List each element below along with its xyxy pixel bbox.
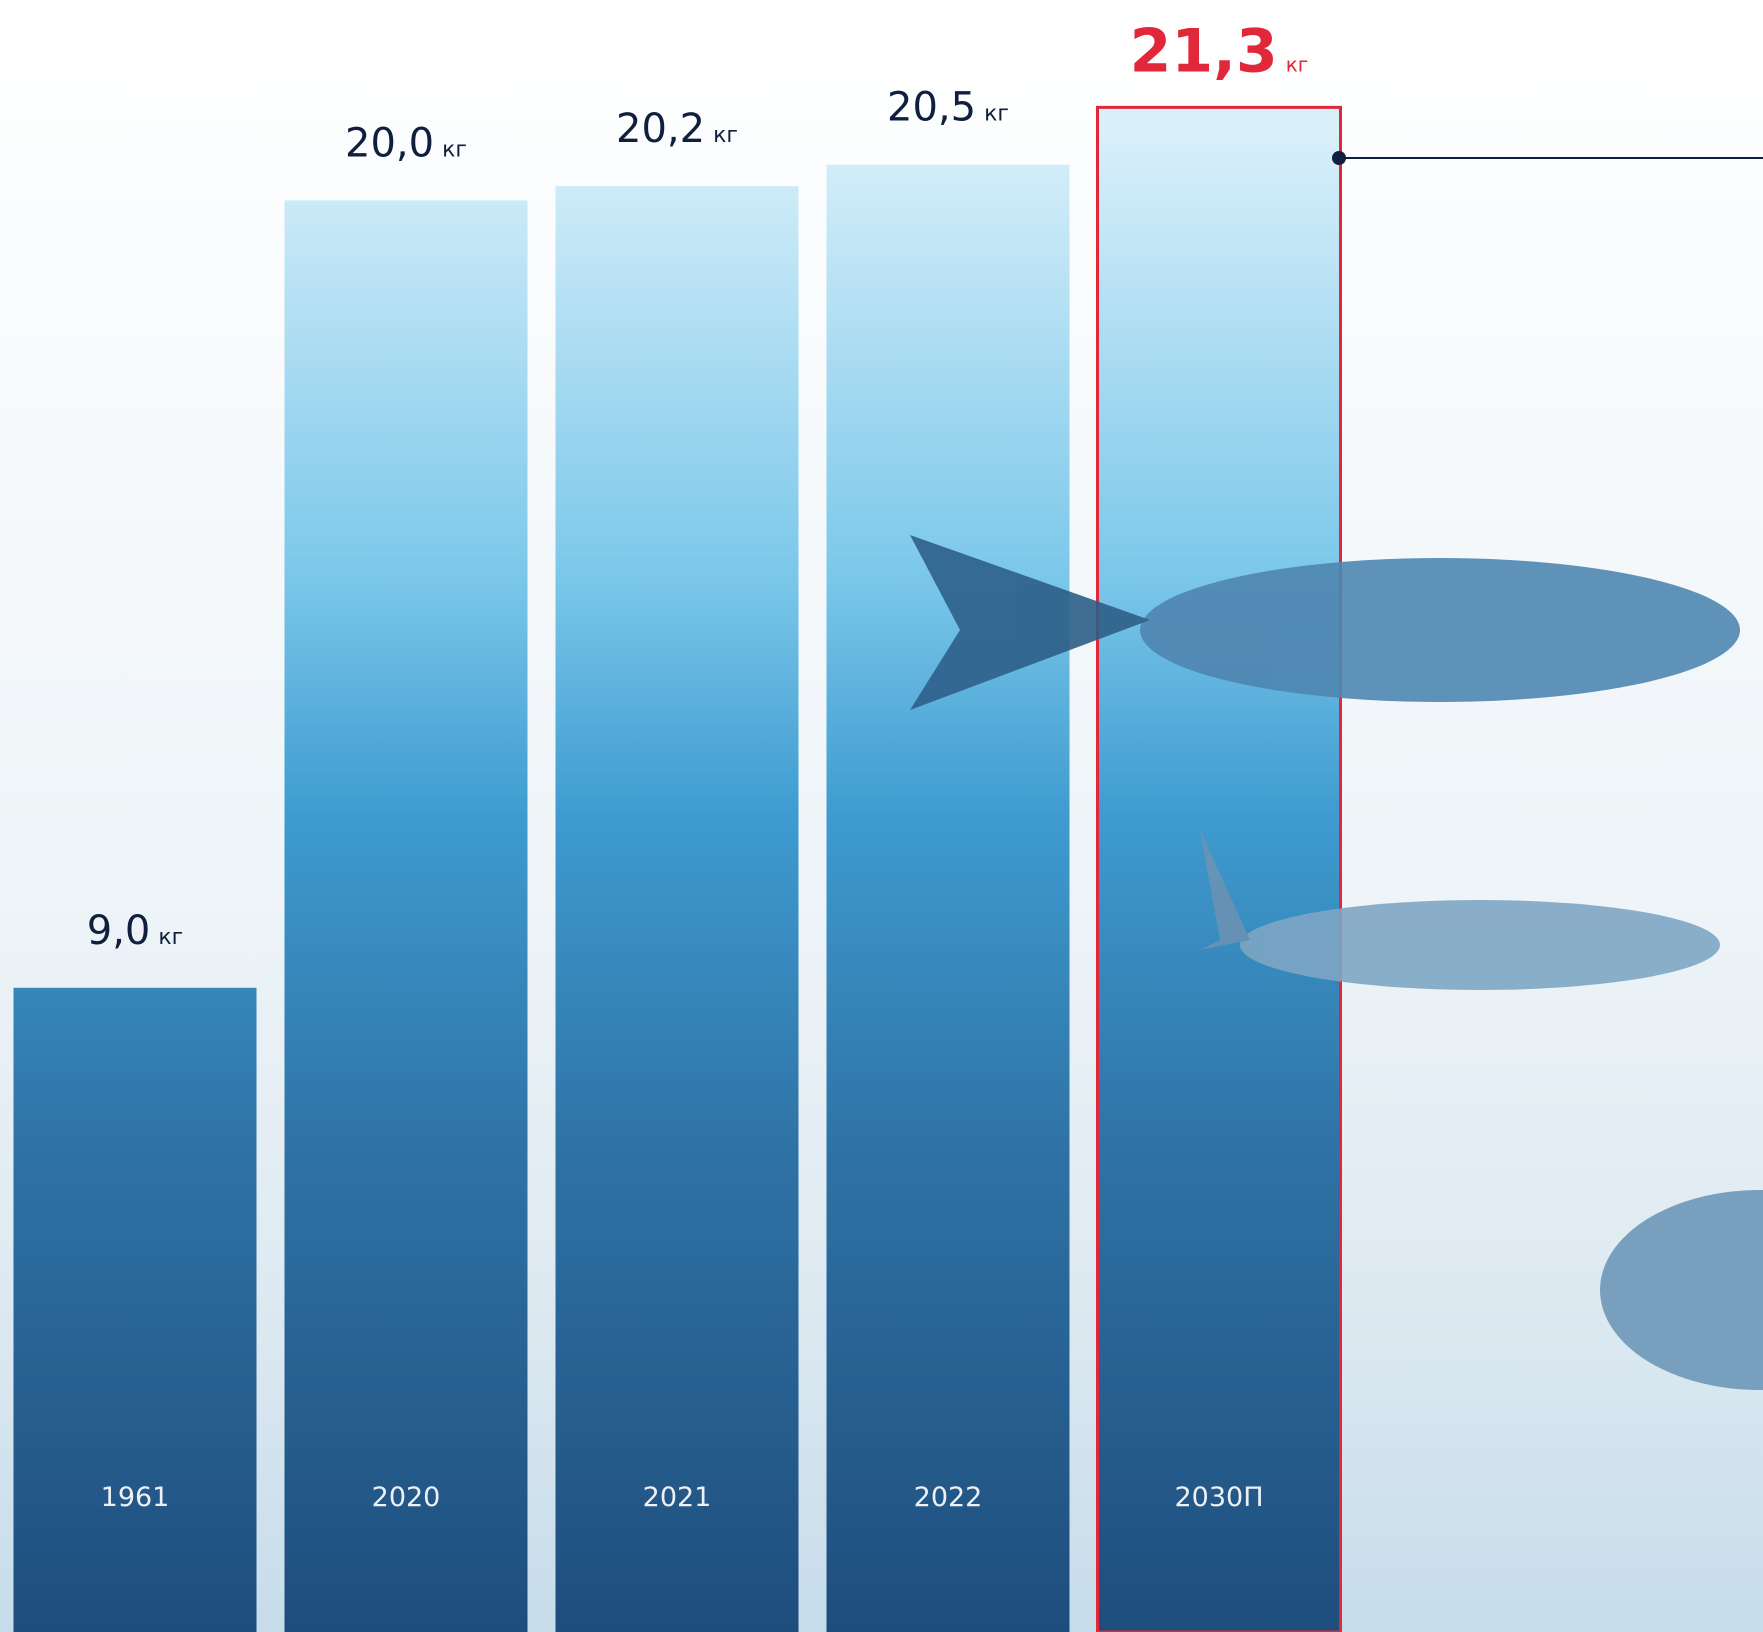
- fish-tail: [910, 535, 1150, 710]
- unit-label: кг: [984, 102, 1009, 127]
- value-label-group: 9,0 кг: [87, 908, 183, 954]
- unit-label: кг: [442, 137, 467, 162]
- value-label-group: 20,5 кг: [887, 85, 1009, 131]
- value-label: 20,5: [887, 85, 976, 131]
- category-label: 2021: [643, 1482, 712, 1513]
- category-label: 2030П: [1174, 1482, 1263, 1513]
- unit-label: кг: [1286, 52, 1309, 76]
- value-label-group: 20,0 кг: [345, 120, 467, 166]
- bar: [826, 164, 1070, 1632]
- value-label: 20,2: [616, 106, 705, 152]
- value-label-group: 20,2 кг: [616, 106, 738, 152]
- fish: [1140, 558, 1740, 702]
- category-label: 2022: [914, 1482, 983, 1513]
- fish: [1600, 1190, 1763, 1390]
- category-label: 2020: [372, 1482, 441, 1513]
- fish: [1240, 900, 1720, 990]
- bar: [13, 987, 257, 1632]
- bar: [284, 200, 528, 1632]
- connector: [1332, 151, 1763, 165]
- unit-label: кг: [158, 925, 183, 950]
- bar: [1096, 105, 1342, 1632]
- decor-fish: [910, 535, 1763, 1390]
- connector-dot: [1332, 151, 1346, 165]
- value-label: 20,0: [345, 120, 434, 166]
- bar: [555, 186, 799, 1632]
- unit-label: кг: [713, 123, 738, 148]
- fish-tail: [1200, 830, 1250, 950]
- category-label: 1961: [101, 1482, 170, 1513]
- value-label: 21,3: [1130, 16, 1278, 86]
- bars: 9,0 кг 1961 20,0 кг 2020 20,2 кг 2021 20,5 кг 2022 2…: [13, 16, 1342, 1632]
- value-label: 9,0: [87, 908, 151, 954]
- value-label-group: 21,3 кг: [1130, 16, 1309, 86]
